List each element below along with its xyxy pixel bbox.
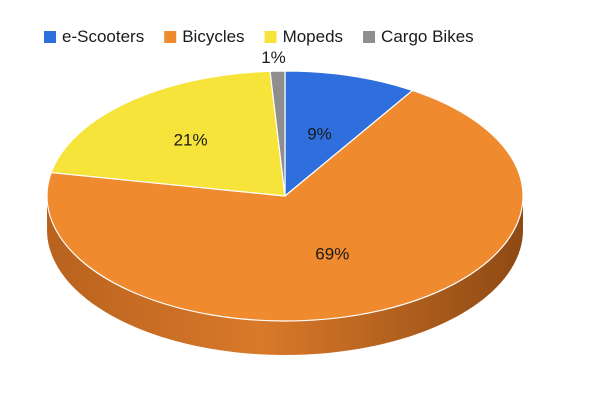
legend-label-mopeds: Mopeds — [283, 27, 343, 46]
legend-item-mopeds: Mopeds — [264, 27, 343, 46]
legend-swatch-mopeds — [264, 31, 277, 43]
legend-label-cargo-bikes: Cargo Bikes — [381, 27, 474, 46]
pie-top-face — [46, 70, 524, 322]
data-label-cargo-bikes: 1% — [261, 48, 286, 67]
pie-slice-bicycles — [46, 89, 524, 322]
data-label-bicycles: 69% — [315, 244, 349, 263]
pie-side-wall — [47, 196, 523, 355]
pie-slice-mopeds — [50, 70, 286, 197]
legend-label-bicycles: Bicycles — [182, 27, 244, 46]
data-label-e-scooters: 9% — [307, 125, 332, 144]
legend-swatch-cargo-bikes — [363, 31, 376, 43]
pie-slice-cargo-bikes — [269, 70, 286, 197]
legend-label-e-scooters: e-Scooters — [62, 27, 144, 46]
legend-item-e-scooters: e-Scooters — [44, 27, 144, 46]
pie-data-labels: 9% 69% 21% 1% — [174, 48, 350, 263]
pie-side-wall-bicycles — [47, 196, 523, 355]
pie-slice-e-scooters — [284, 70, 414, 197]
legend-swatch-e-scooters — [44, 31, 56, 43]
legend-item-bicycles: Bicycles — [164, 27, 245, 46]
chart-legend: e-Scooters Bicycles Mopeds Cargo Bikes — [44, 27, 474, 46]
legend-item-cargo-bikes: Cargo Bikes — [363, 27, 474, 46]
legend-swatch-bicycles — [164, 31, 177, 43]
data-label-mopeds: 21% — [174, 131, 208, 150]
